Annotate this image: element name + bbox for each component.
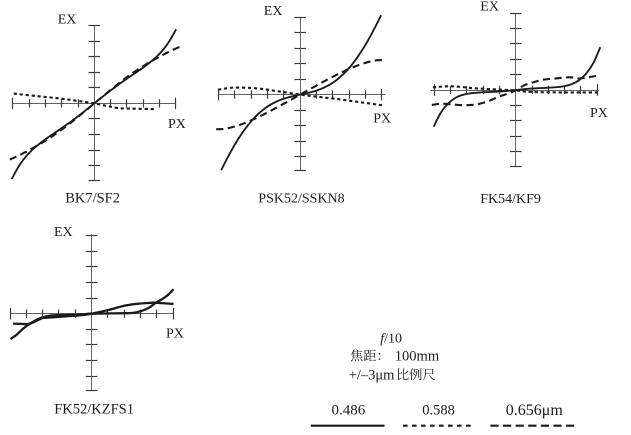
svg-text:0.656μm: 0.656μm [506,402,564,419]
svg-text:f/10: f/10 [380,331,402,346]
svg-text:PX: PX [166,326,184,341]
svg-text:+/–3μm: +/–3μm [349,367,395,383]
svg-text:EX: EX [480,0,499,14]
svg-text:FK54/KF9: FK54/KF9 [480,192,541,207]
svg-text:0.588: 0.588 [422,403,455,419]
svg-text:PSK52/SSKN8: PSK52/SSKN8 [258,192,344,207]
svg-text:PX: PX [373,111,391,126]
svg-text:100mm: 100mm [395,348,440,364]
svg-text:BK7/SF2: BK7/SF2 [65,190,120,206]
svg-text:FK52/KZFS1: FK52/KZFS1 [54,402,134,418]
svg-text:PX: PX [168,117,186,132]
svg-text:EX: EX [264,4,283,19]
svg-text:PX: PX [590,106,608,121]
svg-text:0.486: 0.486 [332,403,366,419]
svg-text:EX: EX [58,12,77,27]
svg-text:EX: EX [54,225,73,240]
